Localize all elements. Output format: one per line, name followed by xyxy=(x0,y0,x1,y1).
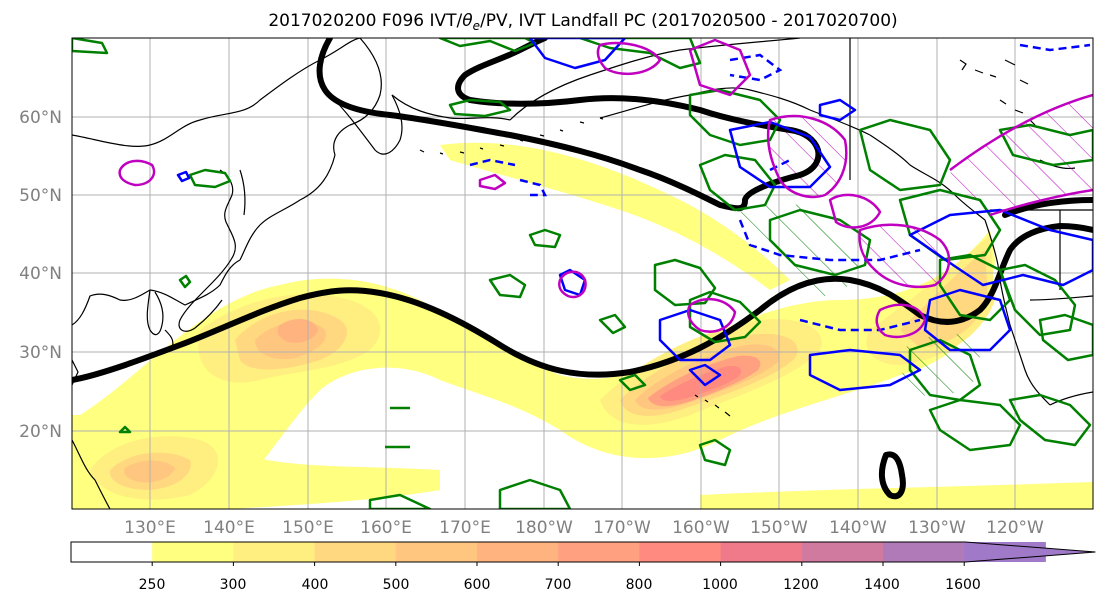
lon-label-160e: 160°E xyxy=(360,518,412,538)
lat-label-30: 30°N xyxy=(19,343,62,363)
lon-label-150w: 150°W xyxy=(750,518,808,538)
colorbar-segment xyxy=(477,542,559,562)
colorbar-tick-label: 300 xyxy=(220,577,247,593)
colorbar-segment xyxy=(71,542,153,562)
latitude-labels: 60°N 50°N 40°N 30°N 20°N xyxy=(19,108,62,442)
lon-label-150e: 150°E xyxy=(282,518,334,538)
magenta-contours xyxy=(118,38,1093,339)
lon-label-170e: 170°E xyxy=(439,518,491,538)
longitude-labels: 130°E 140°E 150°E 160°E 170°E 180°W 170°… xyxy=(124,518,1044,538)
colorbar-segment xyxy=(152,542,234,562)
colorbar-tick-label: 1400 xyxy=(864,577,900,593)
colorbar-segment xyxy=(883,542,965,562)
colorbar-segment xyxy=(314,542,397,562)
lon-label-130w: 130°W xyxy=(908,518,966,538)
colorbar-segment xyxy=(233,542,316,562)
colorbar-outline xyxy=(70,541,1096,563)
lat-label-40: 40°N xyxy=(19,264,62,284)
map-frame xyxy=(71,37,1094,510)
colorbar-segment xyxy=(639,542,722,562)
colorbar-tick-label: 1600 xyxy=(945,577,981,593)
pv-contours xyxy=(72,38,1093,500)
colorbar-extend-arrow xyxy=(965,542,1096,562)
lon-label-140w: 140°W xyxy=(829,518,887,538)
lon-label-130e: 130°E xyxy=(124,518,176,538)
colorbar-segment xyxy=(801,542,884,562)
colorbar-tick-label: 1000 xyxy=(702,577,738,593)
lat-label-20: 20°N xyxy=(19,422,62,442)
theta-e-contours-blue xyxy=(176,38,1093,392)
lon-label-180w: 180°W xyxy=(515,518,573,538)
colorbar-tick-label: 700 xyxy=(545,577,572,593)
colorbar xyxy=(70,541,1096,566)
lon-label-120w: 120°W xyxy=(986,518,1044,538)
lon-label-160w: 160°W xyxy=(672,518,730,538)
colorbar-segment xyxy=(395,542,478,562)
lon-label-170w: 170°W xyxy=(593,518,651,538)
figure-title: 2017020200 F096 IVT/θe/PV, IVT Landfall … xyxy=(268,11,897,33)
lat-label-60: 60°N xyxy=(19,108,62,128)
lon-label-140e: 140°E xyxy=(203,518,255,538)
colorbar-tick-label: 400 xyxy=(302,577,329,593)
lat-label-50: 50°N xyxy=(19,186,62,206)
colorbar-tick-label: 1200 xyxy=(783,577,819,593)
colorbar-labels: 250 300 400 500 600 700 800 1000 1200 14… xyxy=(139,577,981,593)
colorbar-tick-label: 500 xyxy=(383,577,410,593)
colorbar-tick-label: 600 xyxy=(464,577,491,593)
colorbar-segment xyxy=(558,542,640,562)
colorbar-tick-label: 800 xyxy=(626,577,653,593)
map-area xyxy=(72,38,1093,509)
colorbar-tick-label: 250 xyxy=(139,577,166,593)
colorbar-segment xyxy=(720,542,803,562)
